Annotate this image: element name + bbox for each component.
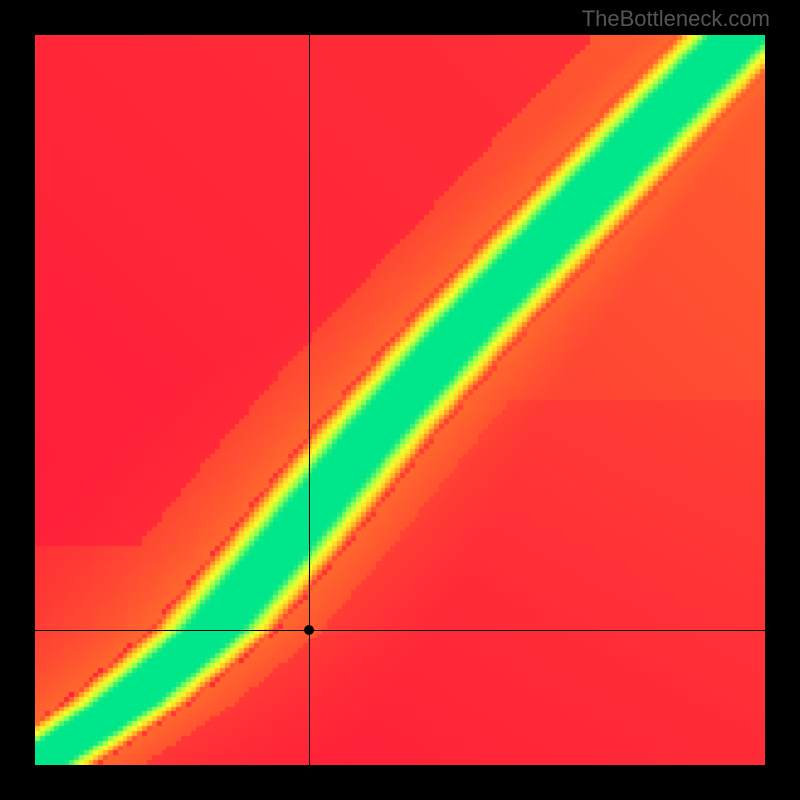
crosshair-horizontal — [35, 630, 765, 631]
watermark-text: TheBottleneck.com — [582, 6, 770, 32]
crosshair-marker — [304, 625, 314, 635]
crosshair-vertical — [309, 35, 310, 765]
heatmap-canvas — [35, 35, 765, 765]
heatmap-plot-area — [35, 35, 765, 765]
